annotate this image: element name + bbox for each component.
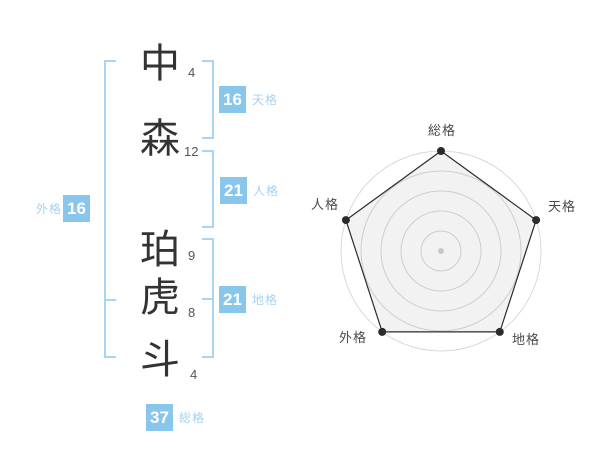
radar-axis-label-gaikaku: 外格: [339, 330, 368, 345]
gaikaku-bracket-line: [104, 60, 106, 358]
stroke-count-4: 8: [188, 305, 196, 320]
stroke-count-3: 9: [188, 248, 196, 263]
radar-axis-label-chikaku: 地格: [512, 332, 541, 347]
tenkaku-bracket-line: [212, 60, 214, 139]
name-char-5: 斗: [140, 338, 180, 382]
gaikaku-bracket-tick-top: [104, 60, 116, 62]
tenkaku-bracket-tick-top: [202, 60, 214, 62]
soukaku-score-label: 総格: [179, 411, 206, 425]
jinkaku-bracket-tick-top: [202, 150, 214, 152]
gaikaku-score-badge: 16: [63, 195, 90, 222]
stroke-count-1: 4: [188, 65, 196, 80]
jinkaku-score-label: 人格: [253, 184, 280, 198]
tenkaku-bracket-tick-bottom: [202, 137, 214, 139]
radar-chart: [340, 147, 542, 352]
chikaku-score-badge: 21: [219, 286, 246, 313]
name-char-4: 虎: [140, 276, 180, 320]
radar-axis-label-tenkaku: 天格: [548, 199, 577, 214]
chikaku-bracket-tick-bottom: [202, 356, 214, 358]
stroke-count-2: 12: [184, 144, 199, 159]
name-char-3: 珀: [140, 228, 180, 272]
radar-axis-label-soukaku: 総格: [428, 123, 457, 138]
radar-axis-label-jinkaku: 人格: [311, 197, 340, 212]
gaikaku-score-label: 外格: [36, 202, 63, 216]
tenkaku-score-badge: 16: [219, 86, 246, 113]
chikaku-bracket-tick-mid: [202, 298, 214, 300]
jinkaku-bracket-line: [212, 150, 214, 228]
chikaku-score-label: 地格: [252, 293, 279, 307]
name-char-1: 中: [140, 42, 180, 86]
jinkaku-bracket-tick-bottom: [202, 226, 214, 228]
gaikaku-bracket-tick-mid: [104, 299, 116, 301]
soukaku-score-badge: 37: [146, 404, 173, 431]
stroke-count-5: 4: [190, 367, 198, 382]
gaikaku-bracket-tick-bottom: [104, 356, 116, 358]
tenkaku-score-label: 天格: [252, 93, 279, 107]
jinkaku-score-badge: 21: [220, 177, 247, 204]
chikaku-bracket-tick-top: [202, 238, 214, 240]
name-char-2: 森: [140, 117, 180, 161]
